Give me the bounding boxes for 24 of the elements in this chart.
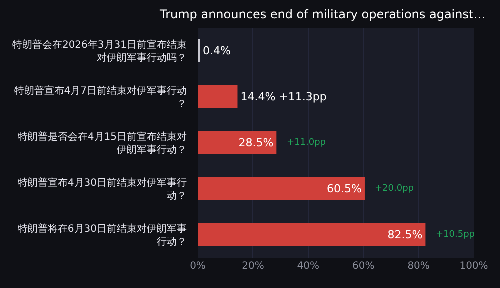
y-tick-label: 特朗普是否会在4月15日前宣布结束对伊朗军事行动？ <box>18 131 187 156</box>
annotation: +11.0pp <box>287 138 326 148</box>
x-tick-label: 0% <box>190 261 206 272</box>
annotation: +20.0pp <box>375 184 414 194</box>
bar <box>198 86 238 108</box>
bar <box>198 224 426 246</box>
x-tick-label: 80% <box>408 261 430 272</box>
x-tick-label: 100% <box>460 261 488 272</box>
y-tick-label: 特朗普将在6月30日前结束对伊朗军事行动？ <box>18 223 187 248</box>
data-label: 14.4% +11.3pp <box>240 90 327 104</box>
y-tick-label: 特朗普宣布4月30日前结束对伊军事行动？ <box>18 177 187 202</box>
y-tick-label: 特朗普宣布4月7日前结束对伊军事行动？ <box>14 85 187 110</box>
x-tick-label: 20% <box>242 261 264 272</box>
x-tick-label: 40% <box>297 261 320 272</box>
data-label: 28.5% <box>238 136 274 150</box>
data-label: 0.4% <box>203 44 231 58</box>
annotation: +10.5pp <box>436 230 476 240</box>
data-label: 82.5% <box>388 228 423 242</box>
data-label: 60.5% <box>327 182 362 196</box>
x-tick-label: 60% <box>352 261 375 272</box>
bar <box>198 132 277 154</box>
y-tick-label: 特朗普会在2026年3月31日前宣布结束对伊朗军事行动吗？ <box>12 39 187 64</box>
chart-title: Trump announces end of military operations against… <box>159 8 486 22</box>
bar <box>198 178 365 200</box>
